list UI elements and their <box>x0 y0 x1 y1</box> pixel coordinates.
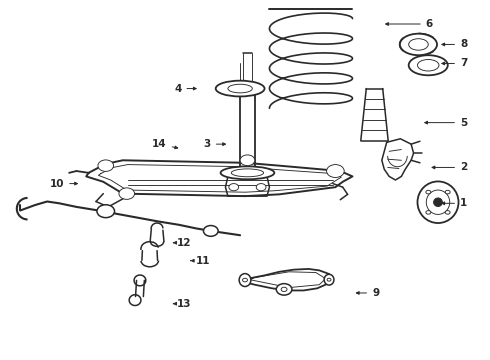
Circle shape <box>327 278 331 281</box>
Text: 9: 9 <box>356 288 379 298</box>
Circle shape <box>327 165 344 177</box>
Text: 12: 12 <box>173 238 191 248</box>
Circle shape <box>240 155 255 166</box>
Ellipse shape <box>417 181 459 223</box>
Text: 8: 8 <box>442 40 467 49</box>
Text: 5: 5 <box>425 118 467 128</box>
Circle shape <box>445 211 450 214</box>
Ellipse shape <box>231 169 264 177</box>
Ellipse shape <box>324 274 334 285</box>
Circle shape <box>97 205 115 218</box>
Circle shape <box>203 226 218 236</box>
Ellipse shape <box>216 81 265 96</box>
Ellipse shape <box>426 190 450 215</box>
Ellipse shape <box>409 39 428 50</box>
Text: 11: 11 <box>191 256 211 266</box>
Circle shape <box>426 190 431 194</box>
Ellipse shape <box>228 84 252 93</box>
Text: 10: 10 <box>49 179 77 189</box>
Text: 6: 6 <box>386 19 433 29</box>
Circle shape <box>243 278 247 282</box>
Text: 3: 3 <box>203 139 225 149</box>
Text: 2: 2 <box>432 162 467 172</box>
Ellipse shape <box>417 59 439 71</box>
Ellipse shape <box>434 198 442 207</box>
Ellipse shape <box>400 34 437 55</box>
Circle shape <box>119 188 135 199</box>
Circle shape <box>256 184 266 191</box>
Circle shape <box>281 287 287 292</box>
Circle shape <box>276 284 292 295</box>
Ellipse shape <box>239 274 251 287</box>
Text: 14: 14 <box>152 139 178 149</box>
Circle shape <box>426 211 431 214</box>
Circle shape <box>445 190 450 194</box>
Circle shape <box>98 160 114 171</box>
Text: 1: 1 <box>442 198 467 208</box>
Text: 13: 13 <box>173 299 191 309</box>
Ellipse shape <box>220 166 274 179</box>
Text: 4: 4 <box>174 84 196 94</box>
Text: 7: 7 <box>442 58 467 68</box>
Ellipse shape <box>409 55 448 75</box>
Circle shape <box>229 184 239 191</box>
